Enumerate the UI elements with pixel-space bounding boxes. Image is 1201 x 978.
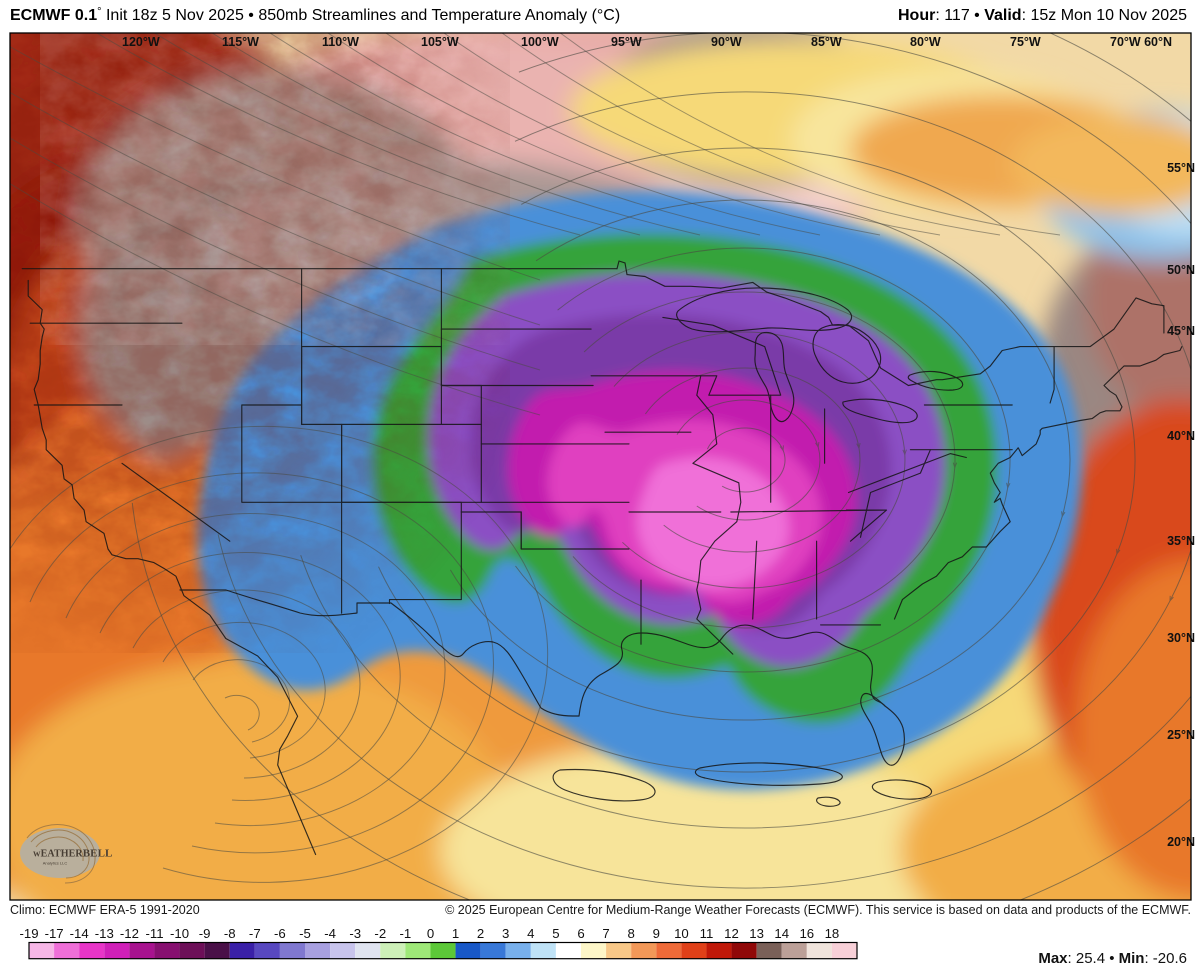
svg-text:-5: -5 (299, 926, 311, 941)
svg-text:8: 8 (628, 926, 635, 941)
svg-text:-1: -1 (400, 926, 412, 941)
svg-text:-13: -13 (95, 926, 114, 941)
svg-text:-4: -4 (324, 926, 336, 941)
svg-text:-3: -3 (349, 926, 361, 941)
svg-text:6: 6 (577, 926, 584, 941)
svg-text:10: 10 (674, 926, 689, 941)
svg-text:-12: -12 (120, 926, 139, 941)
svg-text:4: 4 (527, 926, 534, 941)
svg-text:0: 0 (427, 926, 434, 941)
svg-text:12: 12 (724, 926, 739, 941)
svg-text:16: 16 (799, 926, 814, 941)
svg-text:-11: -11 (145, 926, 163, 941)
svg-text:-9: -9 (199, 926, 211, 941)
svg-text:5: 5 (552, 926, 559, 941)
svg-text:14: 14 (774, 926, 789, 941)
svg-text:-10: -10 (170, 926, 189, 941)
svg-text:-19: -19 (19, 926, 38, 941)
svg-text:3: 3 (502, 926, 509, 941)
svg-text:-2: -2 (374, 926, 386, 941)
svg-text:2: 2 (477, 926, 484, 941)
svg-text:-8: -8 (224, 926, 236, 941)
svg-text:9: 9 (653, 926, 660, 941)
svg-text:18: 18 (825, 926, 840, 941)
svg-text:-14: -14 (70, 926, 89, 941)
svg-text:1: 1 (452, 926, 459, 941)
svg-text:-17: -17 (45, 926, 64, 941)
svg-text:-7: -7 (249, 926, 261, 941)
svg-text:-6: -6 (274, 926, 286, 941)
svg-text:11: 11 (700, 926, 714, 941)
svg-text:7: 7 (602, 926, 609, 941)
svg-text:13: 13 (749, 926, 764, 941)
